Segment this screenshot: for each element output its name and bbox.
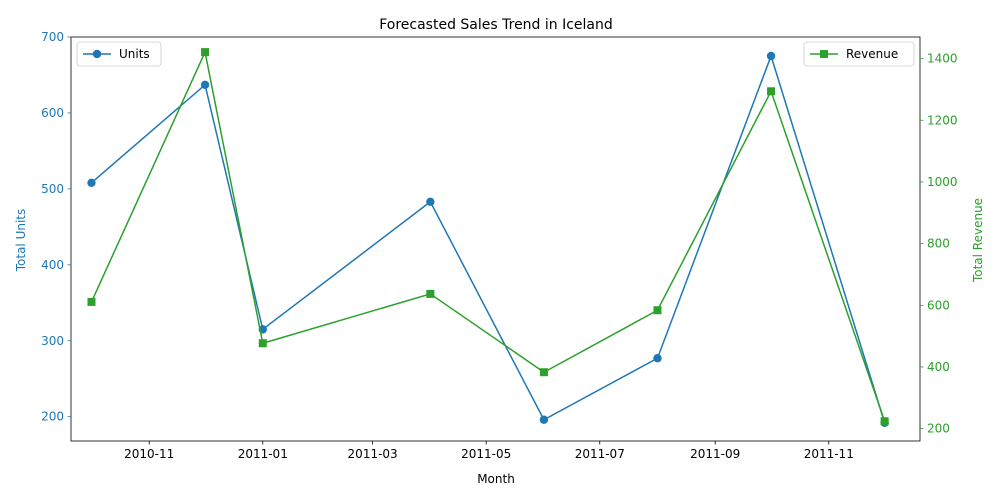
- series-line-revenue: [90, 49, 886, 422]
- legend-marker-units: [92, 49, 102, 59]
- legend-label-revenue: Revenue: [846, 47, 898, 61]
- y-left-tick-label-5: 700: [41, 30, 64, 44]
- point-units-1: [200, 80, 210, 90]
- x-tick-label-6: 2011-11: [804, 447, 854, 461]
- point-units-5: [653, 354, 662, 363]
- x-tick-label-2: 2011-03: [348, 447, 398, 461]
- y-axis-left-label: Total Units: [14, 209, 28, 273]
- y-left-tick-label-4: 600: [41, 106, 64, 120]
- y-right-tick-label-6: 1400: [927, 52, 958, 66]
- legend-label-units: Units: [119, 47, 150, 61]
- point-revenue-0: [87, 297, 96, 306]
- point-revenue-4: [539, 368, 548, 377]
- y-right-tick-label-3: 800: [927, 237, 950, 251]
- point-revenue-3: [426, 289, 435, 298]
- legend-marker-revenue: [820, 50, 828, 58]
- x-tick-label-1: 2011-01: [238, 447, 288, 461]
- point-revenue-2: [258, 339, 267, 348]
- point-units-6: [766, 51, 776, 61]
- x-tick-label-5: 2011-09: [690, 447, 740, 461]
- y-right-tick-label-5: 1200: [927, 113, 958, 127]
- y-left-tick-label-3: 500: [41, 182, 64, 196]
- y-left-tick-label-2: 400: [41, 258, 64, 272]
- point-units-0: [87, 178, 96, 188]
- legend-revenue: Revenue: [803, 41, 915, 67]
- chart-title: Forecasted Sales Trend in Iceland: [379, 17, 613, 33]
- legend-box-revenue: [803, 41, 915, 67]
- y-right-tick-label-2: 600: [927, 298, 950, 312]
- y-right-tick-label-4: 1000: [927, 175, 958, 189]
- y-right-tick-label-1: 400: [927, 360, 950, 374]
- point-revenue-7: [880, 417, 889, 426]
- point-revenue-1: [201, 48, 210, 57]
- point-units-4: [539, 415, 549, 424]
- y-right-tick-label-0: 200: [927, 422, 950, 436]
- point-units-3: [426, 197, 435, 206]
- y-left-tick-label-0: 200: [41, 410, 64, 424]
- y-left-tick-label-1: 300: [41, 334, 64, 348]
- legend-units: Units: [76, 41, 162, 67]
- legend-box-units: [76, 41, 162, 67]
- x-axis-label: Month: [477, 472, 515, 486]
- plot-frame: [70, 36, 921, 442]
- point-revenue-6: [767, 87, 776, 96]
- series-line-units: [90, 53, 886, 423]
- x-tick-label-0: 2010-11: [124, 447, 174, 461]
- x-tick-label-3: 2011-05: [461, 447, 511, 461]
- point-revenue-5: [653, 306, 662, 315]
- y-axis-right-label: Total Revenue: [971, 198, 985, 283]
- x-tick-label-4: 2011-07: [575, 447, 625, 461]
